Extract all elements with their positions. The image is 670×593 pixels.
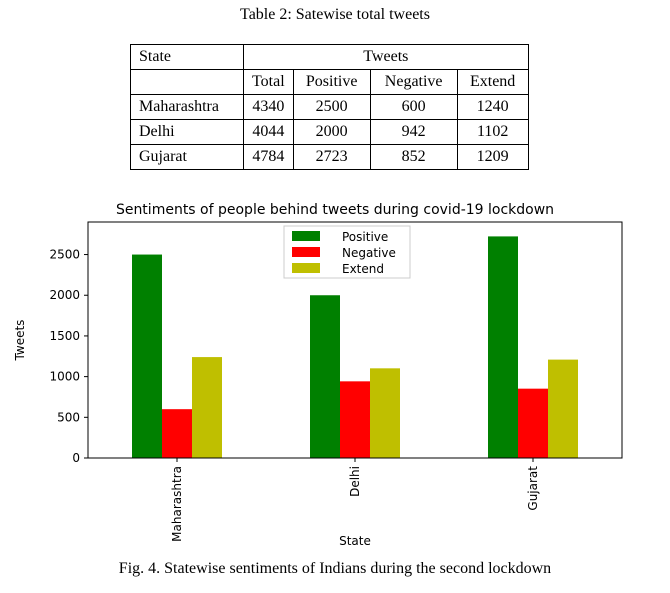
cell-extend: 1240 xyxy=(456,94,529,120)
table-header-row: State Tweets xyxy=(130,44,529,70)
row-state: Maharashtra xyxy=(130,94,244,120)
cell-positive: 2500 xyxy=(292,94,371,120)
legend-swatch-extend xyxy=(292,263,320,273)
legend-swatch-positive xyxy=(292,231,320,241)
cell-negative: 942 xyxy=(369,119,458,145)
header-tweets: Tweets xyxy=(243,44,529,70)
table-row: Gujarat 4784 2723 852 1209 xyxy=(130,144,529,170)
bar-positive xyxy=(488,236,518,458)
cell-negative: 852 xyxy=(369,144,458,170)
cell-extend: 1209 xyxy=(456,144,529,170)
bars-group xyxy=(132,236,578,458)
bar-extend xyxy=(192,357,222,458)
bar-extend xyxy=(370,368,400,458)
header-state: State xyxy=(130,44,244,70)
row-state: Delhi xyxy=(130,119,244,145)
subheader-total: Total xyxy=(243,69,294,95)
tweets-table: State Tweets Total Positive Negative Ext… xyxy=(130,44,529,170)
cell-total: 4044 xyxy=(243,119,294,145)
cell-extend: 1102 xyxy=(456,119,529,145)
subheader-empty xyxy=(130,69,244,95)
y-tick-label: 1000 xyxy=(49,370,80,384)
y-tick-label: 0 xyxy=(72,451,80,465)
y-tick-label: 2500 xyxy=(49,248,80,262)
x-tick-label: Maharashtra xyxy=(170,466,184,542)
bar-negative xyxy=(518,388,548,458)
table-caption: Table 2: Satewise total tweets xyxy=(240,6,430,23)
bar-positive xyxy=(132,254,162,458)
chart-title: Sentiments of people behind tweets durin… xyxy=(115,202,555,218)
subheader-extend: Extend xyxy=(456,69,529,95)
x-axis-label: State xyxy=(339,534,371,548)
legend: Positive Negative Extend xyxy=(283,225,411,279)
cell-total: 4340 xyxy=(243,94,294,120)
y-tick-label: 1500 xyxy=(49,329,80,343)
row-state: Gujarat xyxy=(130,144,244,170)
legend-swatch-negative xyxy=(292,247,320,257)
y-axis-label: Tweets xyxy=(13,320,27,362)
y-tick-label: 500 xyxy=(57,410,80,424)
bar-negative xyxy=(340,381,370,458)
legend-label: Extend xyxy=(342,262,384,276)
table-row: Maharashtra 4340 2500 600 1240 xyxy=(130,94,529,120)
cell-negative: 600 xyxy=(369,94,458,120)
cell-positive: 2000 xyxy=(292,119,371,145)
x-tick-label: Delhi xyxy=(348,466,362,497)
x-tick-label: Gujarat xyxy=(526,466,540,511)
legend-label: Negative xyxy=(342,246,396,260)
bar-positive xyxy=(310,295,340,458)
x-axis: Maharashtra Delhi Gujarat xyxy=(170,458,540,542)
bar-extend xyxy=(548,359,578,458)
y-axis: 0 500 1000 1500 2000 2500 xyxy=(49,248,88,465)
table-row: Delhi 4044 2000 942 1102 xyxy=(130,119,529,145)
y-tick-label: 2000 xyxy=(49,288,80,302)
figure-caption: Fig. 4. Statewise sentiments of Indians … xyxy=(118,560,552,577)
bar-negative xyxy=(162,409,192,458)
table-subheader-row: Total Positive Negative Extend xyxy=(130,69,529,95)
legend-label: Positive xyxy=(342,230,388,244)
cell-positive: 2723 xyxy=(292,144,371,170)
cell-total: 4784 xyxy=(243,144,294,170)
